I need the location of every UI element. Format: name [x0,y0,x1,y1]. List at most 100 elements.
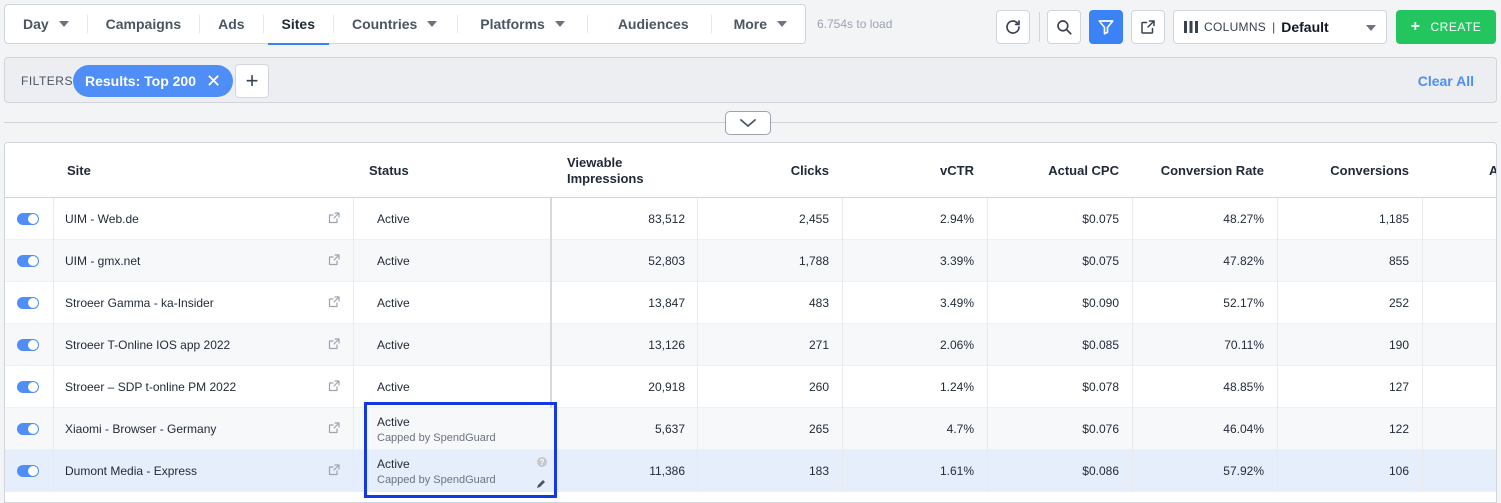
external-link-icon[interactable] [328,422,340,434]
column-divider [987,408,988,450]
cell-clicks: 271 [808,338,829,352]
help-icon[interactable]: ? [537,457,547,467]
column-divider [1277,324,1278,366]
site-toggle[interactable] [17,465,39,477]
table-row[interactable]: Dumont Media - Express Active Capped by Sp… [5,450,1496,492]
refresh-button[interactable] [996,10,1030,44]
column-divider [1132,240,1133,282]
header-site[interactable]: Site [67,163,91,178]
tab-day[interactable]: Day [5,5,87,43]
filter-chip[interactable]: Results: Top 200 ✕ [73,65,234,97]
cell-impressions: 83,512 [648,212,685,226]
column-divider [1422,408,1423,450]
column-divider [842,324,843,366]
tab-audiences[interactable]: Audiences [588,5,711,43]
column-divider [1422,324,1423,366]
column-divider [353,366,354,408]
tab-sites[interactable]: Sites [264,5,333,45]
column-divider [53,408,54,450]
chevron-down-icon [427,21,438,27]
tab-countries[interactable]: Countries [334,5,457,43]
share-icon [1141,20,1155,34]
tab-separator [457,15,459,33]
clear-all-link[interactable]: Clear All [1417,73,1474,89]
columns-label: COLUMNS [1204,20,1267,34]
header-actual-cpc[interactable]: Actual CPC [1048,163,1119,178]
column-divider [697,240,698,282]
cell-vctr: 4.7% [946,422,974,436]
table-row[interactable]: Xiaomi - Browser - Germany Active Capped b… [5,408,1496,450]
column-divider [1277,282,1278,324]
site-toggle[interactable] [17,255,39,267]
header-status[interactable]: Status [369,163,409,178]
cell-status: Active [377,324,410,366]
tab-ads[interactable]: Ads [200,5,262,43]
export-button[interactable] [1131,10,1165,44]
header-conversions[interactable]: Conversions [1330,163,1409,178]
column-divider [1422,282,1423,324]
header-vctr[interactable]: vCTR [940,163,974,178]
status-column-divider [550,198,552,408]
status-text: Active [377,414,410,429]
column-divider [1132,450,1133,492]
site-toggle[interactable] [17,381,39,393]
chevron-down-icon [554,21,565,27]
cell-vctr: 3.39% [939,254,974,268]
table-row[interactable]: UIM - gmx.net Active 52,803 1,788 3.39% $0.07… [5,240,1496,282]
add-filter-button[interactable]: + [235,64,269,98]
external-link-icon[interactable] [328,296,340,308]
tab-more[interactable]: More [712,5,805,43]
external-link-icon[interactable] [328,380,340,392]
tab-label: More [733,16,768,32]
status-subtext: Capped by SpendGuard [377,431,496,444]
refresh-icon [1006,20,1020,34]
site-toggle[interactable] [17,213,39,225]
chevron-down-icon [58,21,69,27]
column-divider [353,408,354,450]
pencil-icon[interactable] [535,478,547,490]
table-row[interactable]: Stroeer Gamma - ka-Insider Active 13,847 48… [5,282,1496,324]
cell-actual-cpc: $0.078 [1082,380,1119,394]
cell-site: Stroeer Gamma - ka-Insider [65,296,214,310]
column-divider [1132,366,1133,408]
search-button[interactable] [1047,10,1081,44]
external-link-icon[interactable] [328,212,340,224]
column-divider [53,282,54,324]
collapse-button[interactable] [725,111,771,135]
table-row[interactable]: Stroeer – SDP t-online PM 2022 Active 20,9… [5,366,1496,408]
column-divider [987,282,988,324]
site-toggle[interactable] [17,423,39,435]
header-clicks[interactable]: Clicks [790,163,829,178]
close-icon[interactable]: ✕ [206,71,222,91]
tab-campaigns[interactable]: Campaigns [88,5,199,43]
header-conversion-rate[interactable]: Conversion Rate [1160,163,1264,178]
header-impressions[interactable]: Viewable Impressions [567,143,644,198]
cell-impressions: 13,847 [648,296,685,310]
column-divider [53,240,54,282]
site-toggle[interactable] [17,297,39,309]
column-divider [1277,408,1278,450]
external-link-icon[interactable] [328,464,340,476]
filter-button[interactable] [1089,10,1123,44]
sites-table: Site Status Viewable Impressions Clicks v… [4,142,1497,503]
tab-label: Countries [351,16,418,32]
create-button[interactable]: + CREATE [1396,10,1496,44]
column-divider [842,408,843,450]
tab-label: Audiences [617,16,689,32]
external-link-icon[interactable] [328,254,340,266]
column-divider [353,282,354,324]
external-link-icon[interactable] [328,338,340,350]
cell-conversion-rate: 48.85% [1223,380,1264,394]
cell-actual-cpc: $0.086 [1082,464,1119,478]
header-next-column[interactable]: A [1489,143,1496,198]
table-row[interactable]: Stroeer T-Online IOS app 2022 Active 13,12… [5,324,1496,366]
filters-bar: FILTERS Results: Top 200 ✕ + Clear All [4,57,1497,103]
tab-platforms[interactable]: Platforms [458,5,587,43]
cell-vctr: 1.24% [939,380,974,394]
column-divider [1277,240,1278,282]
table-row[interactable]: UIM - Web.de Active 83,512 2,455 2.94% $0.075… [5,198,1496,240]
header-impressions-line2: Impressions [567,170,644,186]
columns-select[interactable]: COLUMNS | Default [1173,10,1387,44]
cell-conversion-rate: 70.11% [1224,338,1264,352]
site-toggle[interactable] [17,339,39,351]
